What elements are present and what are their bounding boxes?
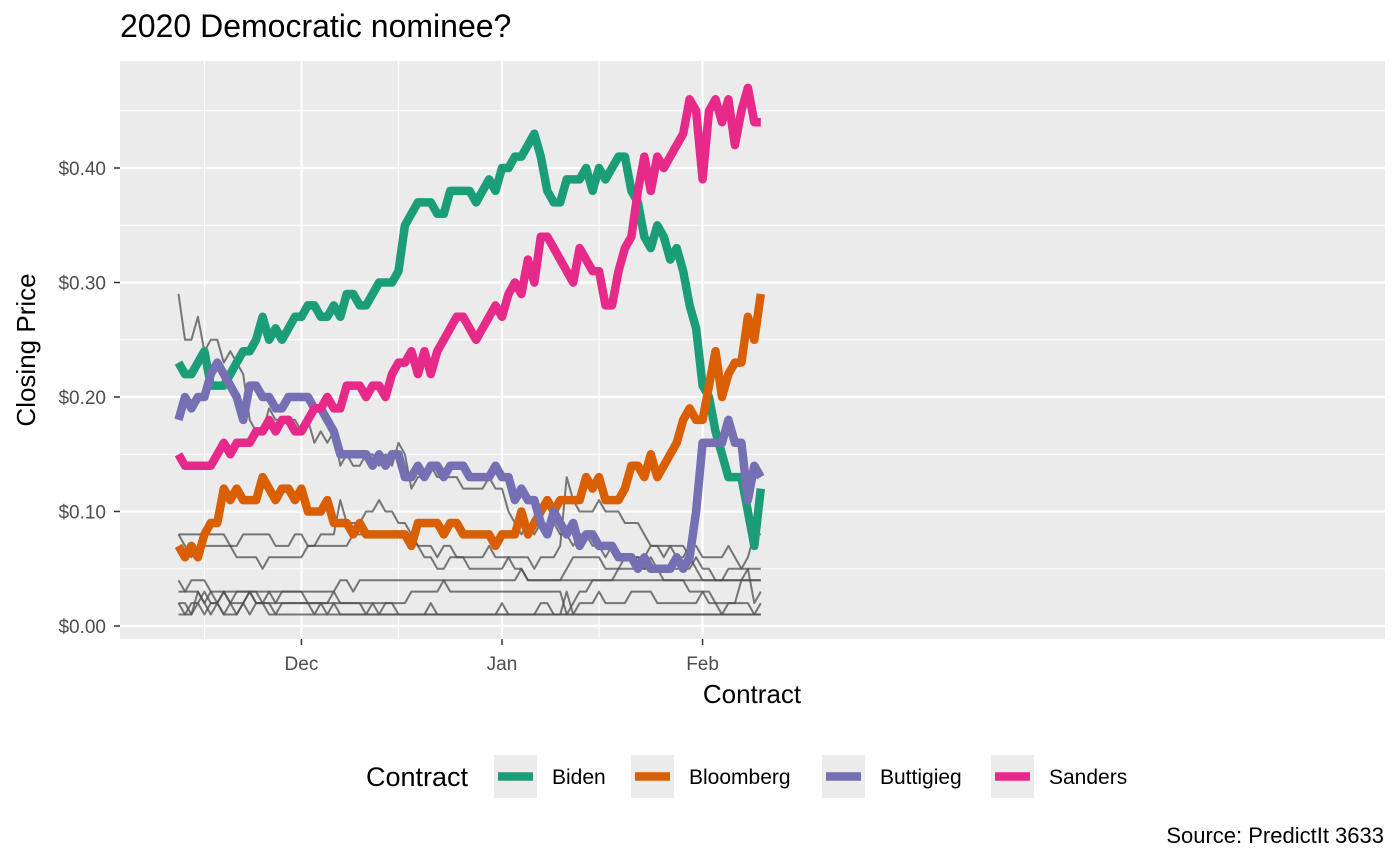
legend-item-buttigieg: Buttigieg — [822, 755, 962, 798]
y-axis-title: Closing Price — [11, 273, 41, 426]
highlighted-contract-lines — [174, 83, 766, 574]
series-line-biden — [174, 129, 766, 551]
chart-caption: Source: PredictIt 3633 — [1166, 823, 1384, 848]
x-axis: Dec Jan Feb — [285, 639, 719, 675]
legend-title: Contract — [366, 762, 469, 792]
legend-item-bloomberg: Bloomberg — [631, 755, 791, 798]
series-line-sanders — [174, 83, 761, 470]
series-line-bloomberg — [174, 293, 766, 562]
y-tick-label: $0.30 — [58, 274, 106, 295]
other-contract-line — [178, 590, 761, 616]
y-axis: $0.00 $0.10 $0.20 $0.30 $0.40 — [58, 159, 120, 638]
legend-label: Bloomberg — [689, 766, 791, 789]
plot-panel — [120, 61, 1385, 639]
other-contract-line — [177, 476, 762, 605]
legend: Contract Biden Bloomberg Buttigieg Sanders — [366, 755, 1127, 798]
x-tick-label: Feb — [686, 654, 719, 675]
y-tick-label: $0.40 — [58, 159, 106, 180]
x-tick-label: Jan — [487, 654, 518, 675]
y-tick-label: $0.10 — [58, 503, 106, 524]
legend-item-biden: Biden — [494, 755, 606, 798]
legend-label: Biden — [552, 766, 606, 789]
legend-label: Buttigieg — [880, 766, 962, 789]
other-contract-line — [178, 499, 761, 582]
x-axis-title: Contract — [703, 679, 802, 709]
chart-title: 2020 Democratic nominee? — [120, 8, 512, 44]
other-contract-lines — [177, 293, 762, 616]
x-tick-label: Dec — [285, 654, 319, 675]
legend-item-sanders: Sanders — [991, 755, 1127, 798]
y-tick-label: $0.00 — [58, 617, 106, 638]
legend-label: Sanders — [1049, 766, 1127, 789]
series-line-buttigieg — [174, 358, 765, 574]
y-tick-label: $0.20 — [58, 388, 106, 409]
